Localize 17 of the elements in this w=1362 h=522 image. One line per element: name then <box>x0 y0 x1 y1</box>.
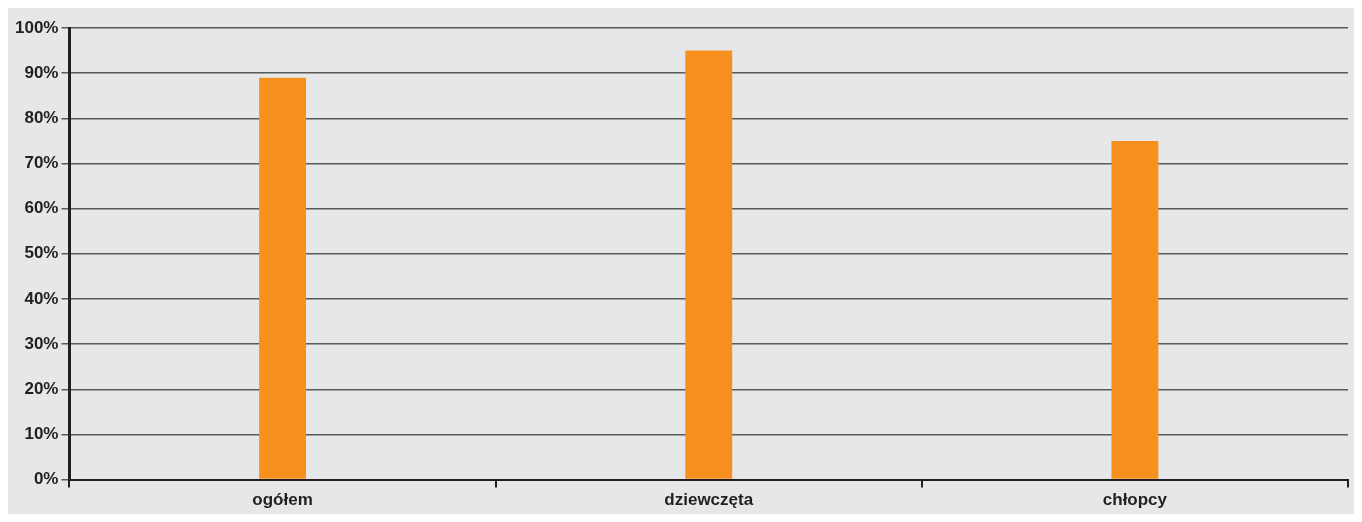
x-tick-label: ogółem <box>252 490 313 510</box>
y-tick-label: 20% <box>24 378 59 398</box>
y-tick-label: 10% <box>24 424 59 444</box>
x-tick-label: chłopcy <box>1102 490 1168 510</box>
y-tick-label: 70% <box>24 153 59 173</box>
y-tick-label: 90% <box>24 62 59 82</box>
y-tick-label: 100% <box>15 17 59 37</box>
y-tick-label: 80% <box>24 108 59 128</box>
bar <box>1111 140 1159 479</box>
bar <box>259 77 307 479</box>
y-tick-label: 30% <box>24 333 59 353</box>
y-tick-label: 60% <box>24 198 59 218</box>
y-tick-label: 50% <box>24 243 59 263</box>
x-tick-label: dziewczęta <box>664 490 754 510</box>
y-tick-label: 40% <box>24 288 59 308</box>
bar <box>685 50 733 479</box>
y-tick-label: 0% <box>33 469 59 489</box>
